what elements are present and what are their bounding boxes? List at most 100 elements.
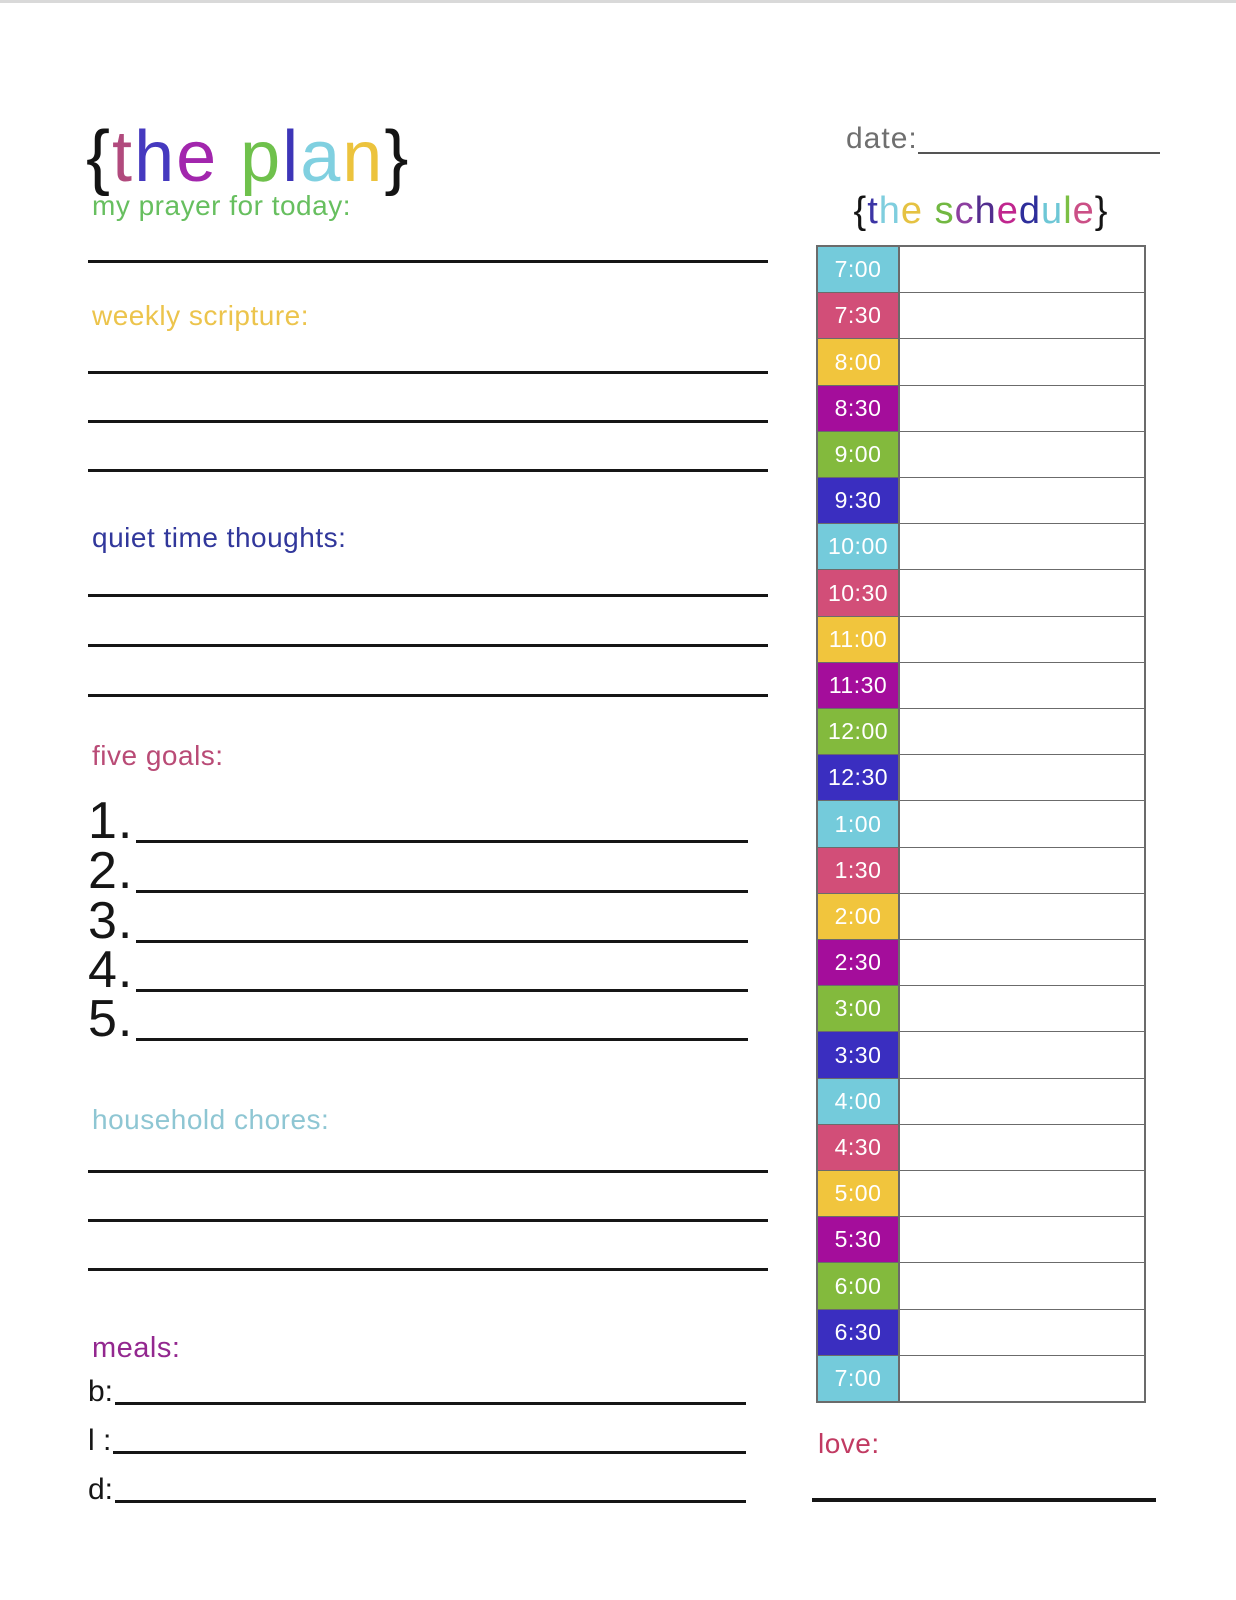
section-label-chores: household chores: [92, 1104, 330, 1135]
write-line-scripture [88, 371, 768, 374]
title-letter [218, 118, 240, 197]
schedule-time-cell: 7:00 [818, 1355, 900, 1402]
schedule-time-cell: 7:30 [818, 293, 900, 339]
schedule-entry-cell [900, 247, 1144, 293]
write-line-quiet-time [88, 594, 768, 597]
schedule-time-cell: 5:30 [818, 1217, 900, 1263]
title-letter: p [240, 117, 283, 198]
schedule-row: 4:30 [818, 1124, 1144, 1172]
goal-row: 2. [88, 837, 748, 901]
schedule-time-cell: 9:30 [818, 478, 900, 524]
write-line-goal [136, 989, 748, 992]
title-letter: n [342, 117, 385, 198]
title-letter: l [1063, 190, 1073, 232]
title-letter: t [867, 190, 879, 232]
write-line-scripture [88, 420, 768, 423]
schedule-row: 4:00 [818, 1078, 1144, 1125]
title-letter: u [1041, 190, 1064, 232]
schedule-row: 10:30 [818, 570, 1144, 617]
write-line-goal [136, 890, 748, 893]
schedule-time-cell: 6:00 [818, 1263, 900, 1309]
schedule-entry-cell [900, 385, 1144, 431]
schedule-time-cell: 6:30 [818, 1309, 900, 1355]
title-letter: } [384, 117, 411, 198]
write-line-goal [136, 840, 748, 843]
schedule-row: 8:00 [818, 339, 1144, 386]
schedule-time-cell: 4:30 [818, 1124, 900, 1171]
title-letter: { [853, 190, 868, 232]
schedule-row: 5:30 [818, 1217, 1144, 1264]
schedule-time-cell: 11:30 [818, 662, 900, 709]
title-letter: e [996, 190, 1019, 232]
schedule-time-cell: 3:30 [818, 1032, 900, 1078]
schedule-entry-cell [900, 431, 1144, 478]
meal-label: d: [88, 1473, 114, 1506]
schedule-time-cell: 10:30 [818, 570, 900, 616]
schedule-time-cell: 12:30 [818, 755, 900, 801]
schedule-time-cell: 8:00 [818, 339, 900, 385]
schedule-entry-cell [900, 662, 1144, 709]
title-letter: d [1018, 190, 1042, 232]
title-letter: a [300, 117, 343, 198]
section-label-five-goals: five goals: [92, 740, 224, 771]
schedule-row: 7:30 [818, 293, 1144, 340]
schedule-time-cell: 12:00 [818, 709, 900, 755]
schedule-row: 7:00 [818, 1355, 1144, 1402]
page-title: {the plan} [86, 118, 410, 197]
section-label-scripture: weekly scripture: [92, 300, 310, 331]
goal-number: 4. [88, 941, 134, 1000]
schedule-row: 9:30 [818, 478, 1144, 525]
schedule-time-cell: 4:00 [818, 1078, 900, 1124]
write-line-quiet-time [88, 694, 768, 697]
schedule-entry-cell [900, 524, 1144, 570]
title-letter: e [176, 117, 219, 198]
schedule-table: 7:00 7:30 8:00 8:30 9:00 9:30 10:00 10:30 11:00 1… [816, 245, 1146, 1403]
write-line-scripture [88, 469, 768, 472]
write-line-chores [88, 1170, 768, 1173]
write-line-meal [113, 1451, 746, 1454]
schedule-entry-cell [900, 339, 1144, 385]
schedule-entry-cell [900, 893, 1144, 940]
schedule-row: 2:00 [818, 893, 1144, 941]
schedule-entry-cell [900, 1124, 1144, 1171]
meal-label: l : [88, 1424, 112, 1457]
write-line-goal [136, 940, 748, 943]
write-line-goal [136, 1038, 748, 1041]
schedule-row: 11:30 [818, 662, 1144, 710]
schedule-row: 11:00 [818, 616, 1144, 663]
section-label-love: love: [818, 1428, 880, 1459]
schedule-row: 6:30 [818, 1309, 1144, 1356]
goal-number: 2. [88, 842, 134, 901]
title-letter [923, 190, 935, 232]
schedule-time-cell: 5:00 [818, 1171, 900, 1217]
write-line-meal [115, 1402, 746, 1405]
meal-row-lunch: l : [88, 1408, 746, 1457]
meal-row-breakfast: b: [88, 1359, 746, 1407]
schedule-entry-cell [900, 570, 1144, 616]
schedule-entry-cell [900, 1355, 1144, 1402]
schedule-entry-cell [900, 986, 1144, 1032]
schedule-time-cell: 10:00 [818, 524, 900, 570]
schedule-heading: {the schedule} [806, 190, 1156, 233]
write-line-quiet-time [88, 644, 768, 647]
schedule-row: 10:00 [818, 524, 1144, 571]
goal-number: 3. [88, 892, 134, 951]
title-letter: t [112, 117, 135, 198]
goal-number: 5. [88, 990, 134, 1049]
schedule-row: 5:00 [818, 1171, 1144, 1218]
title-letter: h [974, 190, 997, 232]
schedule-row: 12:30 [818, 755, 1144, 802]
schedule-time-cell: 2:30 [818, 940, 900, 986]
schedule-entry-cell [900, 478, 1144, 524]
schedule-time-cell: 1:30 [818, 847, 900, 893]
date-label: date: [846, 122, 918, 155]
schedule-entry-cell [900, 1263, 1144, 1309]
schedule-row: 12:00 [818, 709, 1144, 756]
section-label-prayer: my prayer for today: [92, 190, 351, 221]
schedule-row: 9:00 [818, 431, 1144, 479]
goal-row: 5. [88, 985, 748, 1049]
title-letter: s [934, 190, 955, 232]
page-top-edge [0, 0, 1236, 3]
schedule-entry-cell [900, 293, 1144, 339]
title-letter: c [954, 190, 975, 232]
